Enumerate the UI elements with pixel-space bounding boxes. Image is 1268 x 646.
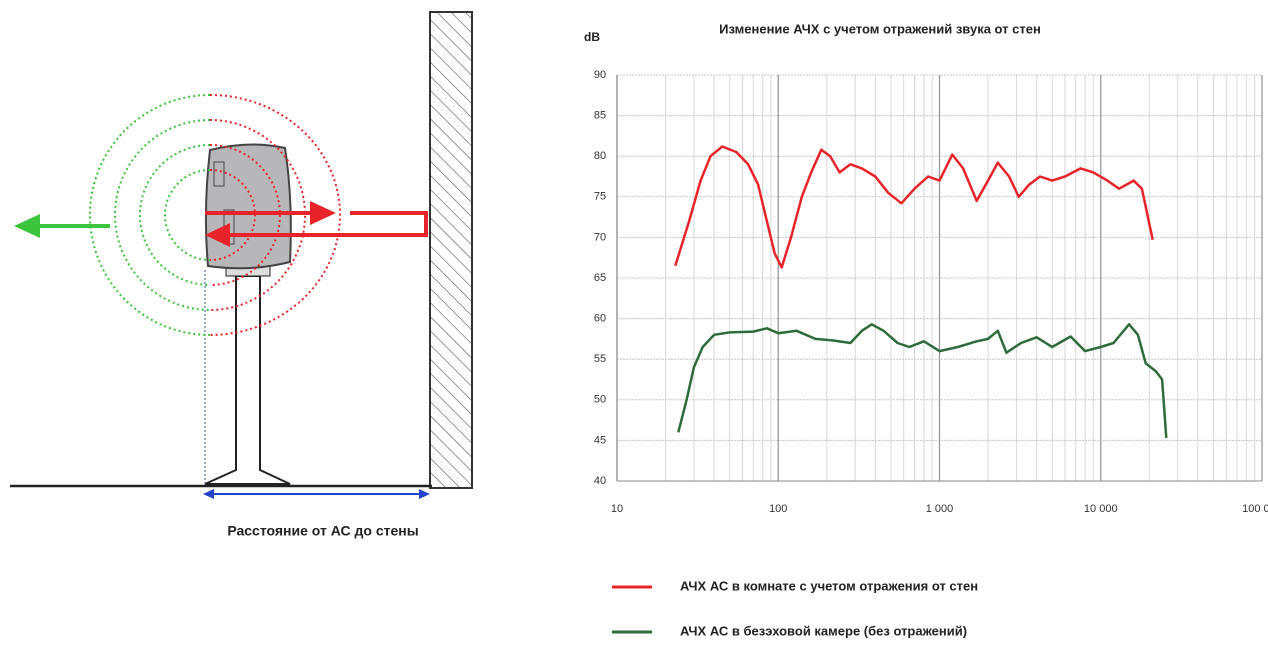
x-tick-label: 10: [611, 503, 623, 515]
y-tick-label: 65: [594, 272, 606, 284]
wave: [90, 95, 210, 335]
page: {"diagram":{"caption":"Расстояние от АС …: [0, 0, 1268, 646]
stand: [205, 276, 290, 484]
y-tick-label: 90: [594, 69, 606, 81]
speaker: [206, 144, 291, 268]
diagram: Расстояние от АС до стены: [10, 12, 472, 539]
y-tick-label: 55: [594, 353, 606, 365]
legend-label: АЧХ АС в безэховой камере (без отражений…: [680, 623, 967, 638]
wall: [430, 12, 472, 488]
x-tick-label: 1 000: [926, 503, 954, 515]
y-tick-label: 70: [594, 231, 606, 243]
chart-title: Изменение АЧХ с учетом отражений звука о…: [719, 21, 1041, 36]
wave: [165, 170, 210, 260]
y-tick-label: 80: [594, 150, 606, 162]
x-tick-label: 10 000: [1084, 503, 1118, 515]
series-line: [675, 147, 1152, 268]
y-tick-label: 40: [594, 475, 606, 487]
y-tick-label: 60: [594, 313, 606, 325]
wave: [140, 145, 210, 285]
wave: [115, 120, 210, 310]
arrowhead: [14, 214, 40, 238]
y-tick-label: 75: [594, 191, 606, 203]
diagram-caption: Расстояние от АС до стены: [227, 523, 418, 539]
y-axis-label: dB: [584, 30, 600, 44]
x-tick-label: 100 000: [1242, 503, 1268, 515]
figure: Расстояние от АС до стены Изменение АЧХ …: [0, 0, 1268, 641]
y-tick-label: 50: [594, 394, 606, 406]
legend-label: АЧХ АС в комнате с учетом отражения от с…: [680, 578, 978, 593]
x-tick-label: 100: [769, 503, 787, 515]
y-tick-label: 85: [594, 110, 606, 122]
y-tick-label: 45: [594, 434, 606, 446]
